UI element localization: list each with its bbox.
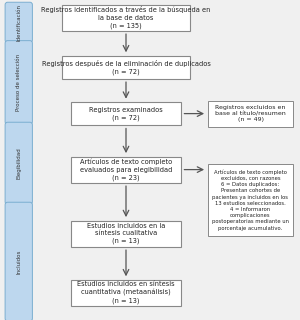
Text: Estudios incluidos en síntesis
cuantitativa (metaanálisis)
(n = 13): Estudios incluidos en síntesis cuantitat… [77,282,175,304]
FancyBboxPatch shape [5,202,32,320]
Text: Incluidos: Incluidos [16,249,21,274]
FancyBboxPatch shape [62,5,190,30]
FancyBboxPatch shape [5,41,32,124]
FancyBboxPatch shape [71,221,181,246]
Text: Artículos de texto completo
evaluados para elegibilidad
(n = 23): Artículos de texto completo evaluados pa… [80,159,172,180]
FancyBboxPatch shape [5,2,32,43]
Text: Registros después de la eliminación de duplicados
(n = 72): Registros después de la eliminación de d… [42,60,210,75]
Text: Estudios incluidos en la
síntesis cualitativa
(n = 13): Estudios incluidos en la síntesis cualit… [87,223,165,244]
FancyBboxPatch shape [5,122,32,204]
Text: Registros examinados
(n = 72): Registros examinados (n = 72) [89,107,163,121]
Text: Registros identificados a través de la búsqueda en
la base de datos
(n = 135): Registros identificados a través de la b… [41,6,211,29]
Text: Identificación: Identificación [16,4,21,41]
Text: Artículos de texto completo
excluidos, con razones
6 = Datos duplicados:
Present: Artículos de texto completo excluidos, c… [212,169,289,231]
Text: Proceso de selección: Proceso de selección [16,54,21,111]
FancyBboxPatch shape [71,102,181,125]
Text: Registros excluidos en
base al título/resumen
(n = 49): Registros excluidos en base al título/re… [215,105,286,122]
FancyBboxPatch shape [208,100,293,126]
FancyBboxPatch shape [71,157,181,182]
FancyBboxPatch shape [71,280,181,306]
Text: Elegibilidad: Elegibilidad [16,147,21,179]
FancyBboxPatch shape [62,56,190,78]
FancyBboxPatch shape [208,164,293,236]
